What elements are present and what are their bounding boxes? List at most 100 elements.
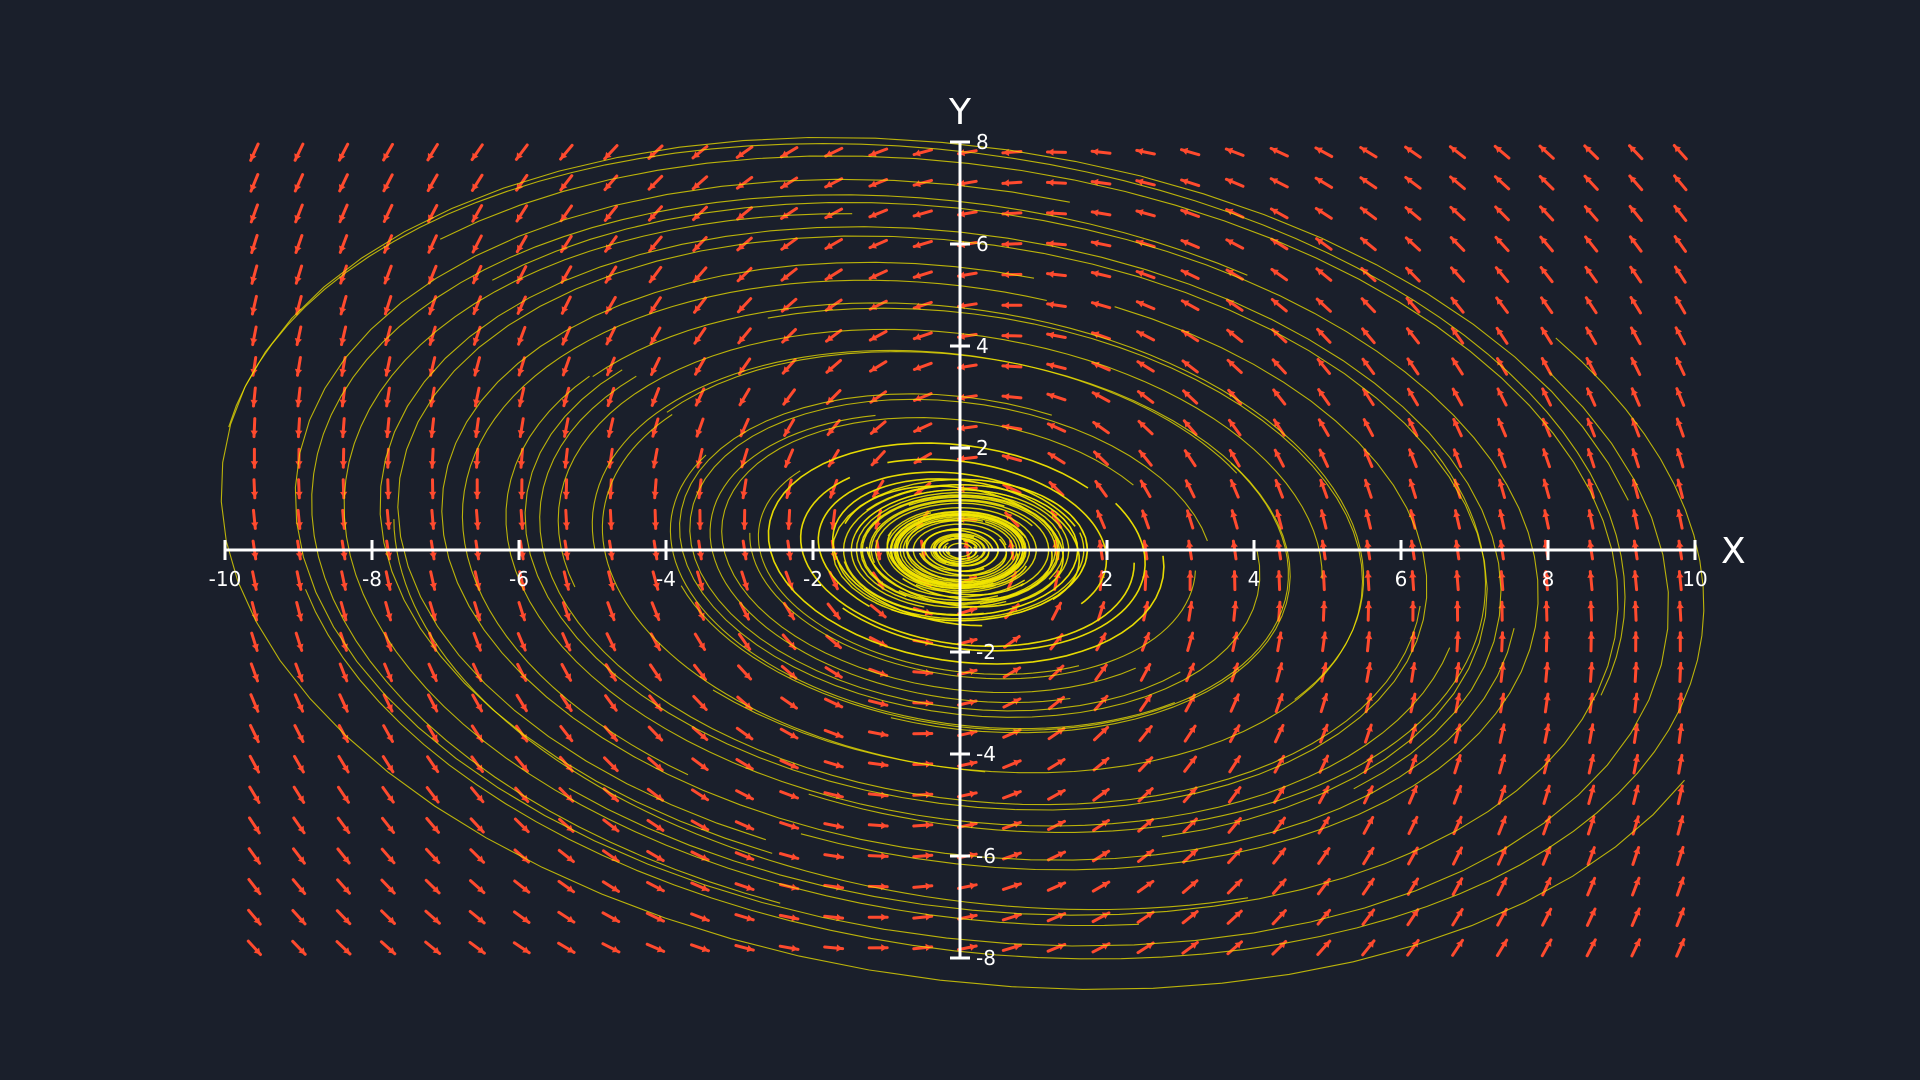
- vector-arrow-head: [1589, 939, 1596, 947]
- vector-arrow: [562, 417, 570, 438]
- vector-arrow-head: [1677, 786, 1685, 793]
- vector-arrow-head: [1139, 451, 1147, 459]
- vector-arrow-head: [925, 638, 932, 646]
- vector-arrow: [601, 911, 621, 924]
- vector-arrow-head: [432, 916, 440, 924]
- vector-arrow-head: [340, 522, 348, 529]
- vector-arrow: [294, 631, 304, 652]
- vector-arrow-head: [881, 852, 888, 860]
- vector-arrow: [1090, 300, 1112, 310]
- vector-arrow: [1231, 600, 1239, 622]
- vector-arrow-head: [1585, 267, 1593, 275]
- vector-arrow-head: [297, 795, 304, 803]
- vector-arrow-head: [1271, 269, 1279, 276]
- vector-arrow-head: [701, 945, 709, 953]
- vector-arrow-head: [294, 338, 302, 345]
- vector-arrow: [295, 570, 304, 591]
- vector-arrow: [250, 325, 258, 347]
- vector-arrow: [1448, 145, 1467, 160]
- vector-arrow: [1270, 267, 1289, 282]
- vector-arrow-head: [1450, 207, 1458, 214]
- vector-arrow: [778, 944, 800, 952]
- vector-arrow-head: [1542, 358, 1549, 366]
- vector-arrow: [823, 913, 845, 922]
- vector-arrow: [1224, 177, 1245, 188]
- vector-arrow-head: [251, 643, 259, 651]
- vector-arrow: [603, 144, 619, 161]
- vector-arrow-head: [1543, 663, 1551, 670]
- vector-arrow: [250, 631, 259, 652]
- vector-arrow: [1628, 174, 1644, 192]
- vector-arrow-head: [1676, 602, 1684, 609]
- vector-arrow: [513, 879, 531, 894]
- vector-arrow: [340, 478, 348, 500]
- vector-arrow: [249, 203, 259, 224]
- vector-arrow: [1314, 207, 1333, 220]
- vector-arrow: [735, 789, 754, 801]
- vector-arrow-head: [1101, 789, 1109, 796]
- vector-arrow-head: [1322, 817, 1329, 825]
- vector-arrow-head: [746, 914, 754, 922]
- vector-arrow-head: [881, 944, 888, 952]
- vector-arrow-head: [1587, 541, 1595, 548]
- vector-arrow-head: [1232, 694, 1240, 702]
- vector-arrow-head: [958, 149, 965, 157]
- vector-arrow: [427, 693, 439, 713]
- vector-arrow-head: [383, 368, 392, 376]
- vector-arrow-head: [1500, 878, 1507, 886]
- vector-arrow: [1629, 296, 1642, 315]
- vector-arrow: [824, 238, 843, 250]
- vector-arrow-head: [472, 183, 479, 191]
- vector-arrow-head: [1364, 602, 1373, 609]
- vector-arrow: [823, 822, 844, 830]
- vector-arrow-head: [785, 522, 793, 529]
- vector-arrow-head: [339, 430, 347, 437]
- vector-arrow: [1365, 662, 1373, 683]
- vector-arrow: [1317, 388, 1331, 406]
- vector-arrow: [472, 356, 481, 377]
- vector-arrow-head: [294, 153, 301, 161]
- vector-arrow-head: [1143, 633, 1151, 641]
- vector-arrow-head: [297, 734, 304, 742]
- vector-arrow-head: [472, 275, 480, 283]
- vector-arrow: [557, 910, 576, 924]
- vector-arrow: [1181, 359, 1199, 374]
- vector-arrow-head: [1364, 571, 1372, 578]
- vector-arrow-head: [1317, 329, 1325, 337]
- vector-arrow-head: [520, 703, 527, 711]
- vector-arrow: [383, 662, 393, 683]
- streamline: [680, 462, 1289, 731]
- vector-arrow-head: [1629, 145, 1637, 153]
- vector-arrow-head: [791, 853, 798, 861]
- vector-arrow: [824, 177, 844, 189]
- vector-arrow: [825, 328, 843, 343]
- vector-arrow-head: [1543, 632, 1551, 639]
- vector-arrow: [1273, 448, 1285, 468]
- vector-arrow-head: [1002, 271, 1009, 279]
- streamline: [689, 398, 1208, 712]
- vector-arrow: [1585, 326, 1598, 346]
- vector-arrow-head: [1057, 790, 1065, 797]
- vector-arrow-head: [1144, 726, 1152, 734]
- vector-arrow-head: [1542, 571, 1550, 578]
- vector-arrow: [294, 662, 304, 683]
- vector-arrow: [1135, 178, 1156, 187]
- vector-arrow: [957, 760, 978, 768]
- vector-arrow-head: [473, 522, 482, 529]
- vector-arrow: [1362, 816, 1375, 835]
- vector-arrow: [1493, 175, 1511, 191]
- vector-arrow: [1180, 178, 1201, 188]
- vector-arrow-head: [831, 581, 839, 589]
- vector-arrow: [1542, 815, 1552, 836]
- vector-arrow: [383, 356, 392, 377]
- vector-arrow-head: [1454, 632, 1462, 639]
- vector-arrow: [1585, 356, 1597, 376]
- vector-arrow: [517, 356, 526, 377]
- vector-arrow-head: [1322, 786, 1329, 794]
- vector-arrow: [1091, 942, 1111, 954]
- vector-arrow-head: [881, 913, 888, 921]
- vector-arrow-head: [740, 491, 748, 498]
- vector-arrow: [250, 417, 258, 439]
- vector-arrow: [1542, 509, 1550, 530]
- vector-arrow-head: [1002, 362, 1010, 370]
